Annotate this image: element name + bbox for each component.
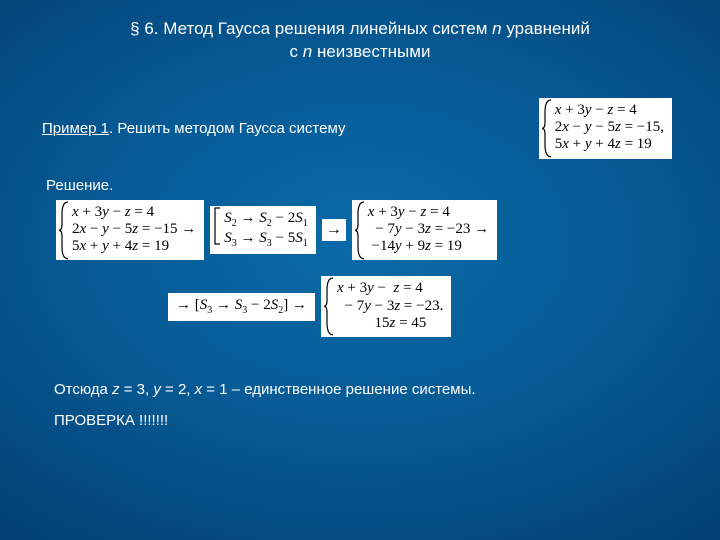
example-rest: . Решить методом Гаусса систему bbox=[109, 120, 345, 137]
example-label: Пример 1. Решить методом Гаусса систему bbox=[42, 120, 345, 137]
sys0-l1: x + 3y − z = 4 bbox=[555, 102, 664, 119]
title-line2-b: неизвестными bbox=[312, 42, 430, 61]
sys2-l3: −14y + 9z = 19 bbox=[368, 238, 489, 255]
title-line2-n: n bbox=[303, 42, 312, 61]
sys2-l1: x + 3y − z = 4 bbox=[368, 204, 489, 221]
system-2: x + 3y − z = 4 − 7y − 3z = −23 → −14y + … bbox=[352, 200, 497, 261]
concl-c: = 2, bbox=[161, 381, 195, 398]
operation-2: → [S3 → S3 − 2S2] → bbox=[168, 293, 315, 322]
sys3-l3: 15z = 45 bbox=[337, 315, 443, 332]
sys3-l2: − 7y − 3z = −23. bbox=[337, 298, 443, 315]
brace-icon bbox=[354, 200, 366, 261]
concl-d: = 1 – единственное решение системы. bbox=[202, 381, 475, 398]
brace-icon bbox=[541, 98, 553, 159]
title-line1-n: n bbox=[492, 19, 501, 38]
step-row-1: x + 3y − z = 4 2x − y − 5z = −15 → 5x + … bbox=[56, 200, 682, 261]
op1-l1: S2 → S2 − 2S1 bbox=[224, 210, 307, 230]
brace-icon bbox=[323, 276, 335, 337]
title-line1-b: уравнений bbox=[502, 19, 590, 38]
system-1: x + 3y − z = 4 2x − y − 5z = −15 → 5x + … bbox=[56, 200, 204, 261]
sys2-l2: − 7y − 3z = −23 → bbox=[368, 221, 489, 238]
concl-y: y bbox=[153, 381, 161, 398]
title-line2-a: с bbox=[290, 42, 303, 61]
system-0: x + 3y − z = 4 2x − y − 5z = −15, 5x + y… bbox=[539, 98, 672, 159]
sys1-l1: x + 3y − z = 4 bbox=[72, 204, 196, 221]
sys1-l3: 5x + y + 4z = 19 bbox=[72, 238, 196, 255]
bracket-icon bbox=[212, 206, 222, 254]
sys0-l2: 2x − y − 5z = −15, bbox=[555, 119, 664, 136]
system-3: x + 3y − z = 4 − 7y − 3z = −23. 15z = 45 bbox=[321, 276, 451, 337]
concl-a: Отсюда bbox=[54, 381, 112, 398]
step-row-2: → [S3 → S3 − 2S2] → x + 3y − z = 4 − 7y … bbox=[168, 276, 682, 337]
check-label: ПРОВЕРКА !!!!!!! bbox=[54, 412, 682, 429]
sys0-l3: 5x + y + 4z = 19 bbox=[555, 136, 664, 153]
brace-icon bbox=[58, 200, 70, 261]
concl-z: z bbox=[112, 381, 120, 398]
slide-title: § 6. Метод Гаусса решения линейных систе… bbox=[38, 18, 682, 64]
sys3-l1: x + 3y − z = 4 bbox=[337, 280, 443, 297]
example-row: Пример 1. Решить методом Гаусса систему … bbox=[42, 98, 682, 159]
example-underline: Пример 1 bbox=[42, 120, 109, 137]
op1-l2: S3 → S3 − 5S1 bbox=[224, 230, 307, 250]
concl-b: = 3, bbox=[120, 381, 154, 398]
operation-1: S2 → S2 − 2S1 S3 → S3 − 5S1 bbox=[210, 206, 315, 254]
solution-label: Решение. bbox=[46, 177, 682, 194]
sys1-l2: 2x − y − 5z = −15 → bbox=[72, 221, 196, 238]
conclusion: Отсюда z = 3, y = 2, x = 1 – единственно… bbox=[54, 381, 682, 398]
arrow-icon: → bbox=[322, 219, 346, 241]
concl-x: x bbox=[195, 381, 203, 398]
title-line1-a: § 6. Метод Гаусса решения линейных систе… bbox=[130, 19, 492, 38]
